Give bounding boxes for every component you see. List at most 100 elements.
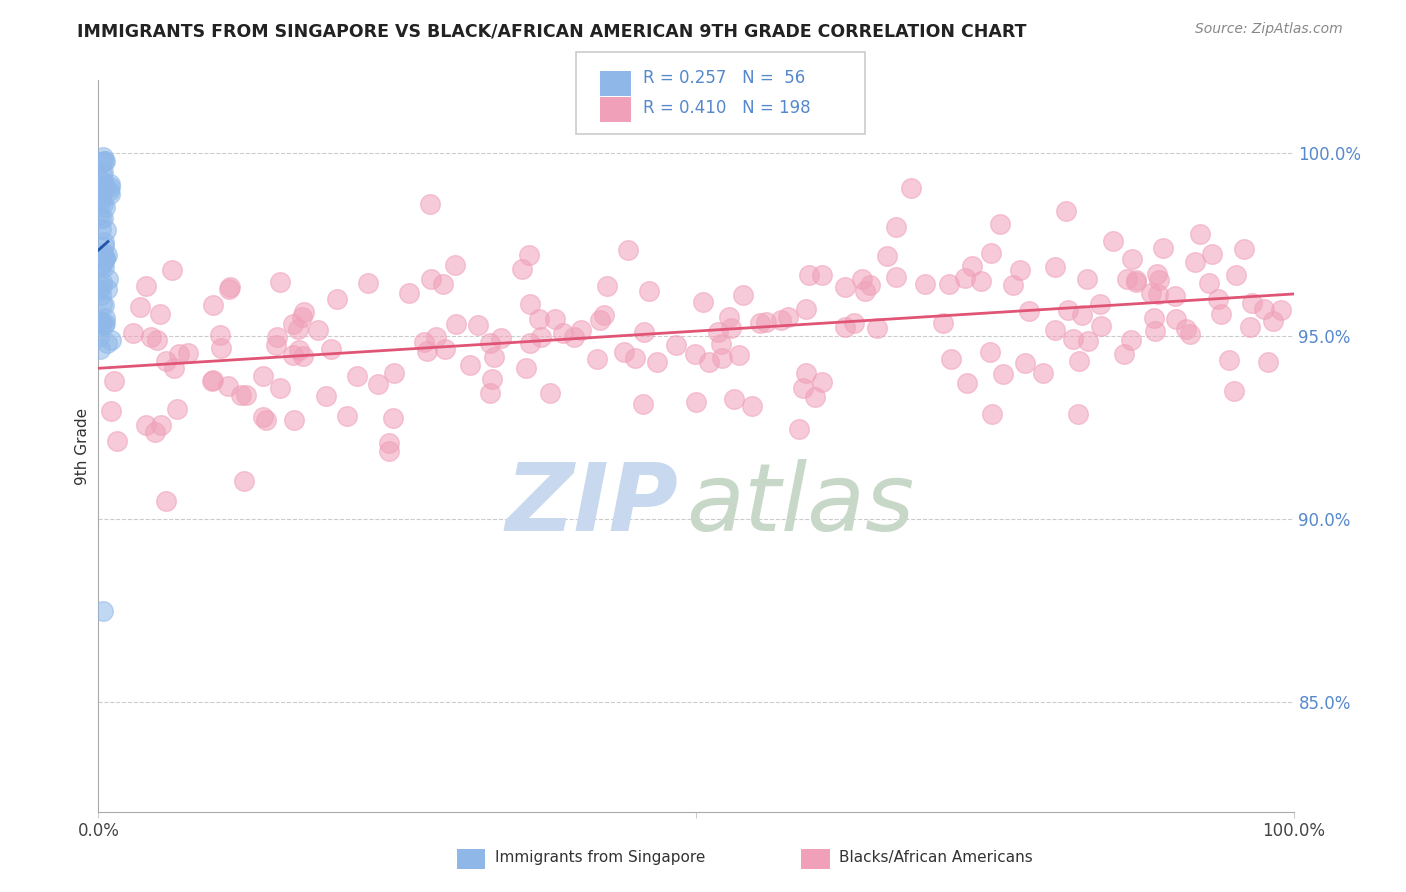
Point (853, 284, 876, 298)
Point (1184, 254, 1206, 268)
Point (1166, 311, 1188, 326)
Point (91, 258, 114, 272)
Point (87, 330, 110, 344)
Point (292, 305, 315, 319)
Point (160, 262, 183, 277)
Point (90, 183, 112, 197)
Point (336, 409, 359, 423)
Point (458, 358, 481, 372)
Point (93, 251, 115, 265)
Point (544, 311, 567, 326)
Point (517, 247, 540, 261)
Point (1209, 307, 1232, 321)
Point (970, 274, 993, 288)
Point (94, 251, 117, 265)
Point (1218, 353, 1240, 368)
Point (979, 345, 1001, 359)
Point (91, 278, 114, 293)
Point (121, 326, 143, 340)
Point (91, 249, 114, 263)
Point (706, 326, 728, 340)
Point (876, 249, 898, 263)
Point (89, 318, 111, 332)
Point (100, 187, 122, 202)
Point (89, 173, 111, 187)
Point (1125, 275, 1147, 289)
Point (90, 252, 112, 266)
Point (91, 603, 114, 617)
Point (89, 260, 111, 274)
Text: R = 0.257   N =  56: R = 0.257 N = 56 (643, 69, 804, 87)
Point (444, 258, 467, 272)
Point (254, 413, 277, 427)
Text: atlas: atlas (686, 459, 915, 550)
Text: Blacks/African Americans: Blacks/African Americans (839, 850, 1033, 865)
Point (489, 331, 512, 345)
Point (593, 308, 616, 322)
Point (900, 181, 922, 195)
Point (728, 348, 751, 362)
Point (1189, 227, 1212, 241)
Point (1201, 247, 1223, 261)
Point (720, 321, 742, 335)
Point (884, 270, 907, 285)
Point (357, 276, 380, 290)
Point (326, 292, 349, 306)
Point (1233, 242, 1256, 256)
Point (980, 246, 1002, 260)
Point (538, 385, 561, 400)
Point (1208, 292, 1230, 306)
Point (859, 278, 882, 293)
Point (202, 298, 225, 312)
Text: ZIP: ZIP (505, 458, 678, 550)
Point (770, 312, 793, 326)
Point (1014, 356, 1036, 370)
Point (217, 379, 239, 393)
Point (91, 197, 114, 211)
Point (201, 373, 224, 387)
Point (264, 338, 287, 352)
Text: IMMIGRANTS FROM SINGAPORE VS BLACK/AFRICAN AMERICAN 9TH GRADE CORRELATION CHART: IMMIGRANTS FROM SINGAPORE VS BLACK/AFRIC… (77, 22, 1026, 40)
Point (90, 211, 112, 226)
Point (1140, 285, 1163, 300)
Point (637, 284, 659, 298)
Point (91, 318, 114, 332)
Point (1225, 268, 1247, 282)
Point (1045, 323, 1067, 337)
Point (96, 223, 118, 237)
Point (1090, 319, 1112, 334)
Point (1174, 322, 1197, 336)
Point (346, 368, 368, 383)
Point (478, 335, 501, 350)
Point (90, 194, 112, 209)
Point (90, 288, 112, 302)
Point (811, 375, 834, 389)
Point (90, 314, 112, 328)
Point (710, 337, 733, 351)
Point (1261, 314, 1284, 328)
Point (378, 436, 401, 450)
Point (1088, 297, 1111, 311)
Point (93, 153, 115, 168)
Point (467, 318, 489, 332)
Point (98, 184, 121, 198)
Point (149, 417, 172, 432)
Point (697, 355, 720, 369)
Point (93, 235, 115, 249)
Point (596, 278, 619, 293)
Point (938, 277, 960, 292)
Point (89, 343, 111, 357)
Point (562, 330, 585, 344)
Point (135, 418, 157, 433)
Point (91, 175, 114, 189)
Text: Immigrants from Singapore: Immigrants from Singapore (495, 850, 706, 865)
Point (1121, 252, 1143, 267)
Point (1071, 308, 1094, 322)
Point (755, 315, 778, 329)
Point (155, 353, 177, 368)
Point (233, 475, 256, 489)
Point (733, 288, 755, 302)
Point (692, 294, 714, 309)
Point (90, 221, 112, 235)
Point (94, 310, 117, 325)
